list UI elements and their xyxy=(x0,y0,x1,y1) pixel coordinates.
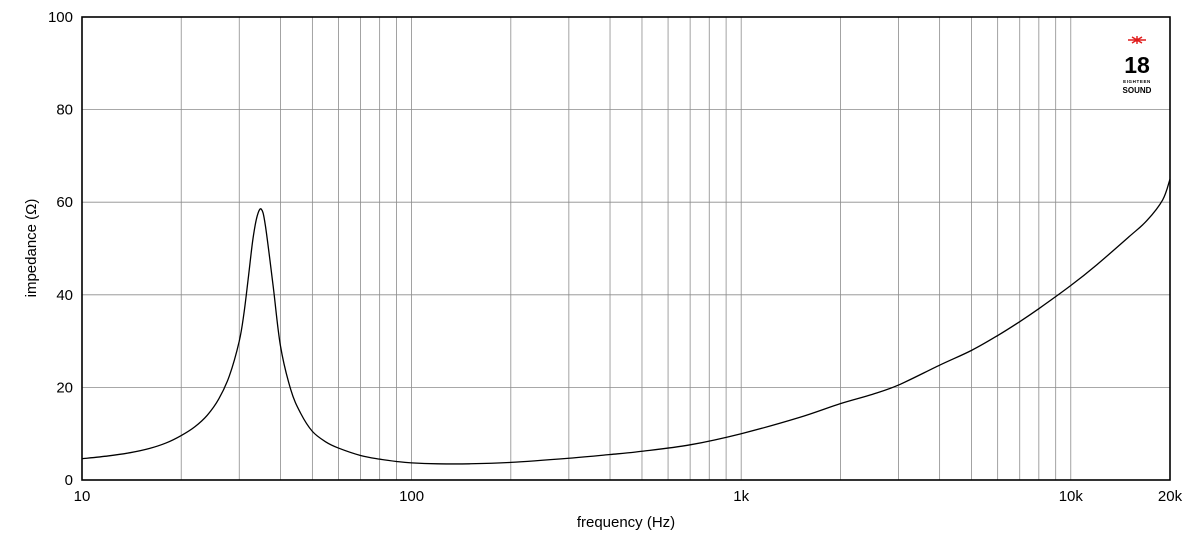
y-tick-label: 20 xyxy=(56,379,73,396)
curve-layer xyxy=(81,178,1171,465)
grid-layer xyxy=(82,17,1170,480)
x-tick-label: 20k xyxy=(1158,488,1183,505)
tick-labels: 10 100 1k 10k 20k 0 20 40 60 80 100 xyxy=(48,9,1183,505)
plot-frame xyxy=(81,16,1171,481)
logo-number: 18 xyxy=(1124,52,1150,78)
x-tick-label: 10 xyxy=(74,488,91,505)
star-icon xyxy=(1128,36,1146,44)
brand-logo: 18 EIGHTEEN SOUND xyxy=(1123,36,1152,95)
x-tick-label: 100 xyxy=(399,488,424,505)
y-axis-title: impedance (Ω) xyxy=(23,199,40,298)
logo-line1: EIGHTEEN xyxy=(1123,79,1151,84)
impedance-curve xyxy=(81,178,1171,465)
y-tick-label: 40 xyxy=(56,287,73,304)
x-tick-label: 10k xyxy=(1059,488,1084,505)
y-tick-label: 80 xyxy=(56,102,73,119)
x-tick-label: 1k xyxy=(733,488,749,505)
y-tick-label: 0 xyxy=(65,472,73,489)
y-tick-label: 100 xyxy=(48,9,73,26)
y-tick-label: 60 xyxy=(56,194,73,211)
logo-line2: SOUND xyxy=(1123,86,1152,95)
x-axis-title: frequency (Hz) xyxy=(577,514,675,531)
